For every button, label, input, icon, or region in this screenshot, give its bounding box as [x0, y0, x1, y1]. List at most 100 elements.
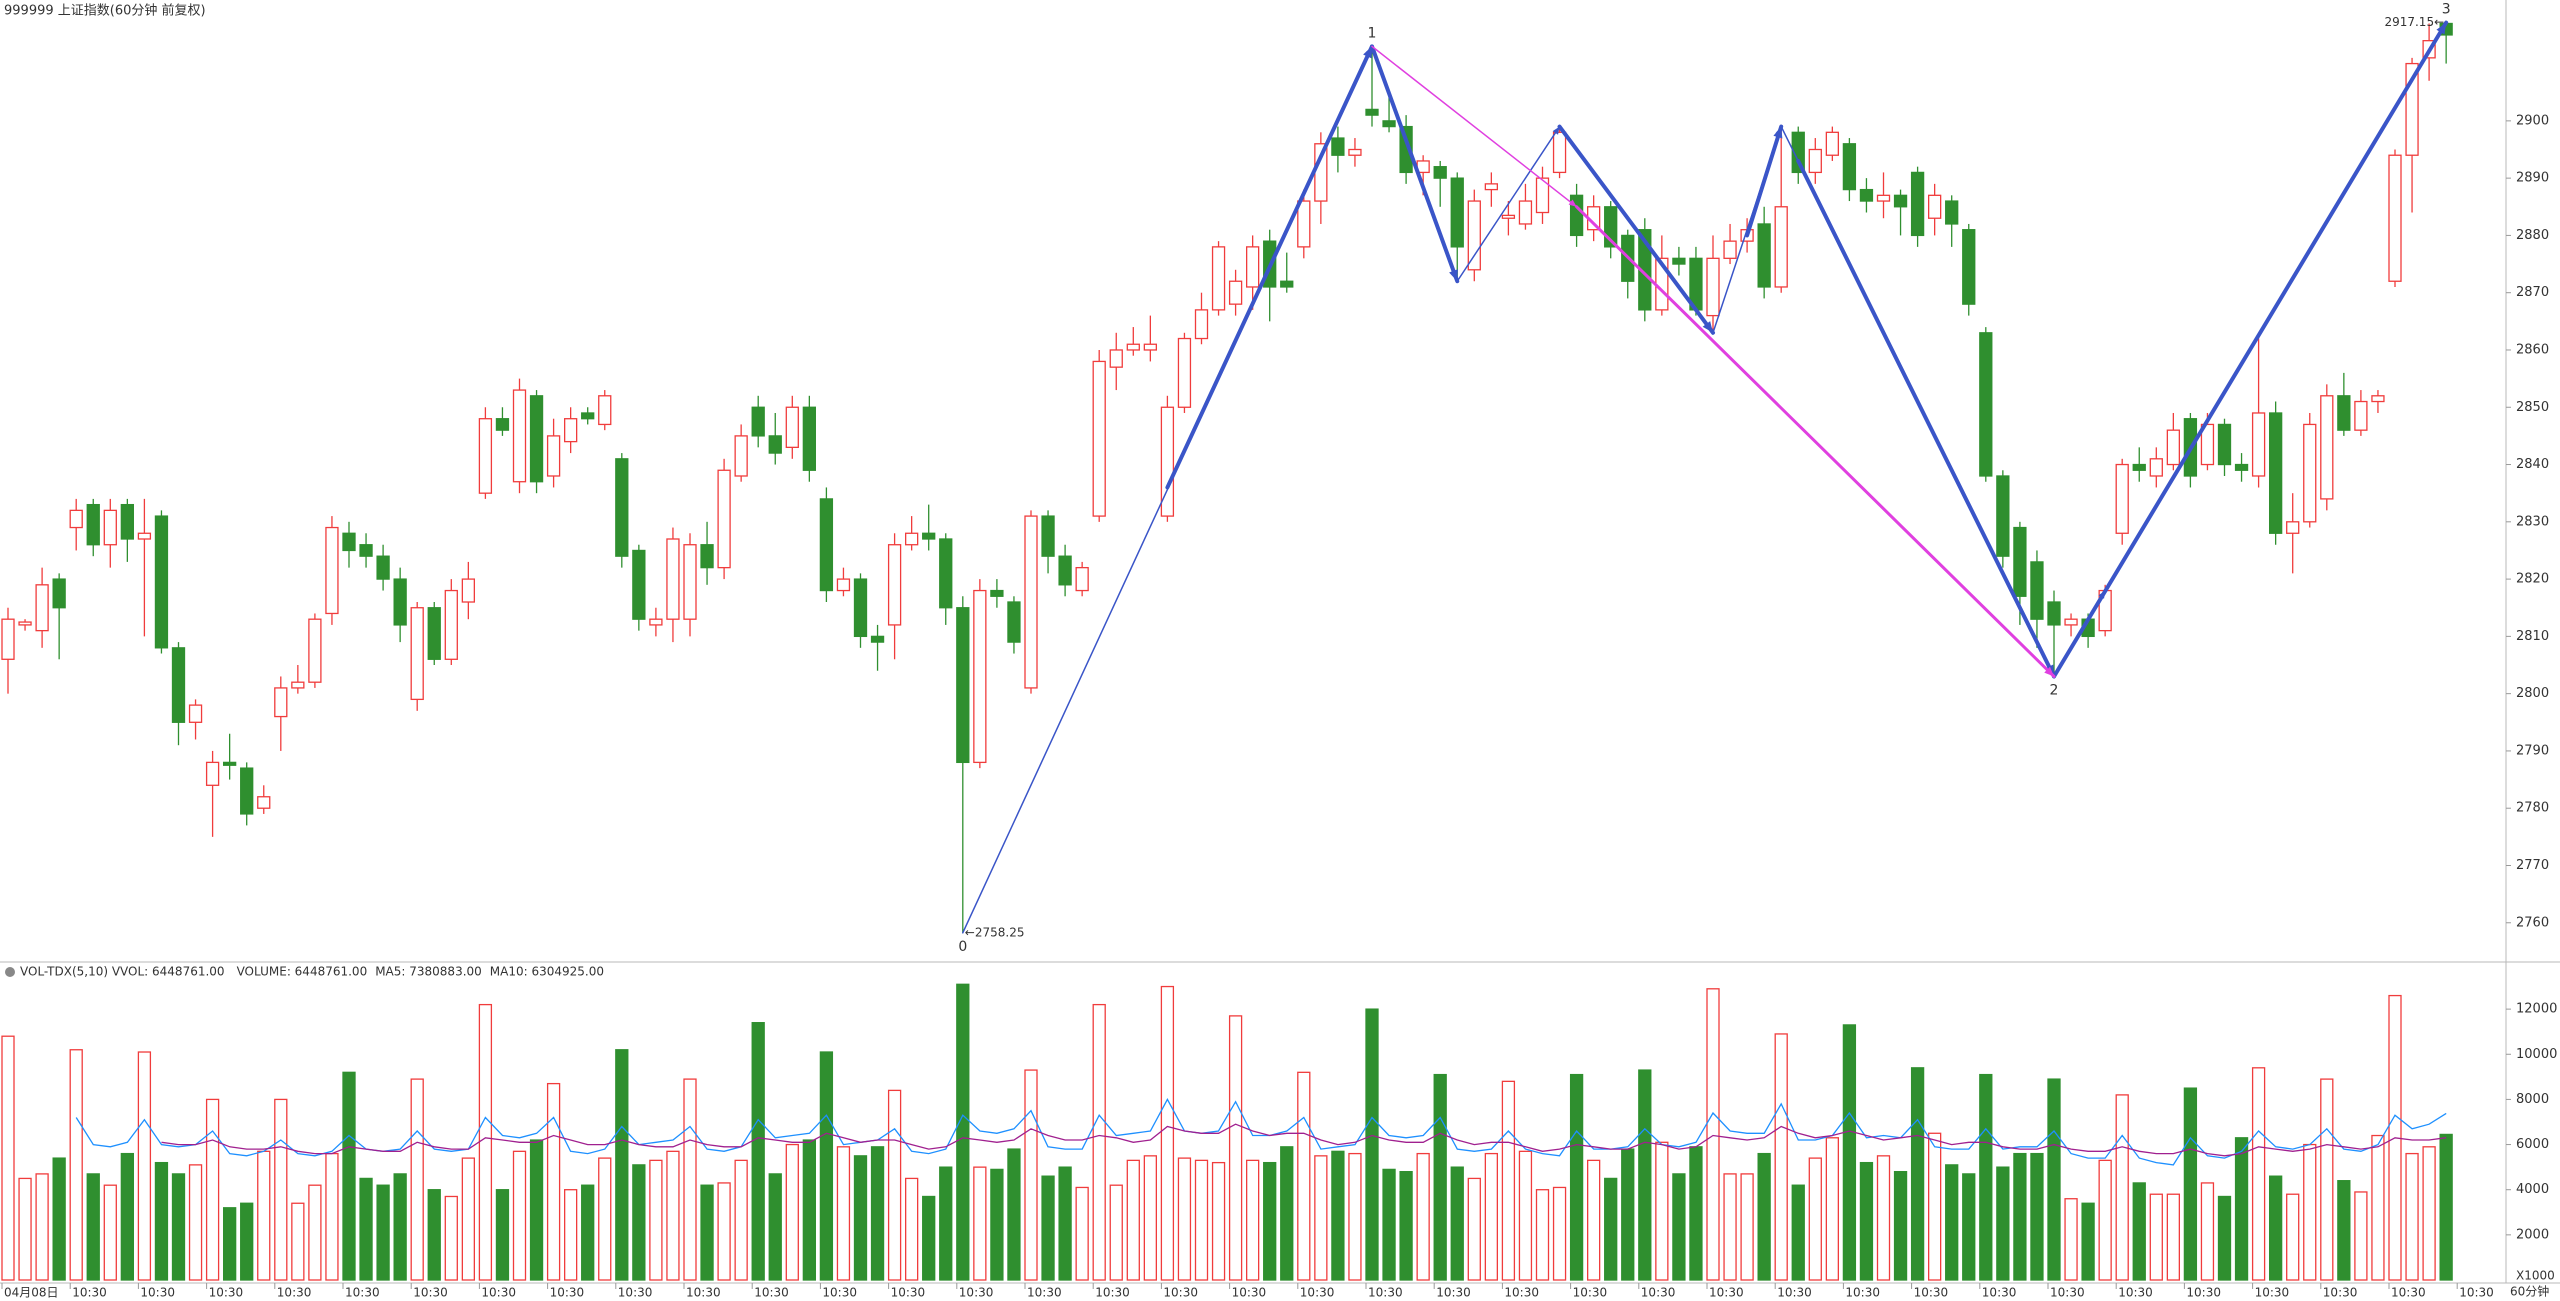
volume-bar: [1689, 1146, 1703, 1281]
legend-label: MA5: 7380883.00: [375, 965, 482, 979]
x-tick-label: 10:30: [1300, 1286, 1335, 1300]
volume-bar: [2320, 1078, 2334, 1281]
x-tick-label: 10:30: [1914, 1286, 1949, 1300]
volume-bar: [1092, 1003, 1106, 1281]
volume-bar: [1382, 1168, 1396, 1281]
candle-body: [1433, 166, 1447, 179]
volume-bar: [444, 1195, 458, 1281]
y-tick-label: 2780: [2516, 801, 2549, 816]
candle-body: [2251, 412, 2266, 477]
candle-body: [2234, 463, 2249, 471]
candle-body: [188, 704, 203, 723]
candle-body: [1348, 148, 1362, 156]
volume-bar: [1126, 1159, 1140, 1281]
candle-body: [683, 544, 697, 620]
candle-body: [1024, 515, 1038, 689]
volume-bar: [2422, 1146, 2436, 1281]
candle-body: [853, 578, 868, 638]
volume-bar: [1638, 1069, 1652, 1281]
candle-body: [205, 761, 220, 786]
volume-bar: [1109, 1184, 1123, 1281]
candle-body: [512, 389, 527, 483]
volume-bar: [1263, 1161, 1277, 1281]
x-tick-label: 10:30: [1163, 1286, 1198, 1300]
x-tick-label: 10:30: [891, 1286, 926, 1300]
y-tick-label: 2880: [2516, 228, 2549, 243]
candle-body: [1382, 120, 1396, 128]
ma-line: [161, 1123, 2447, 1157]
volume-bar: [666, 1150, 680, 1281]
volume-bar: [478, 1003, 493, 1281]
volume-bar: [785, 1143, 799, 1281]
volume-bar: [461, 1157, 476, 1281]
y-tick-label: 2830: [2516, 514, 2549, 529]
candle-body: [1092, 360, 1106, 517]
volume-bar: [154, 1161, 169, 1281]
candle-body: [2303, 423, 2317, 523]
volume-bar: [1774, 1033, 1788, 1281]
volume-bar: [1825, 1137, 1839, 1281]
volume-bar: [1996, 1166, 2010, 1281]
x-tick-label: 10:30: [1504, 1286, 1539, 1300]
volume-bar: [188, 1164, 203, 1281]
candle-body: [359, 544, 373, 557]
x-tick-label: 10:30: [2391, 1286, 2426, 1300]
candle-body: [18, 621, 32, 626]
volume-bar: [939, 1166, 953, 1281]
candle-body: [956, 607, 970, 764]
candle-body: [1501, 214, 1516, 219]
y-tick-label: 2870: [2516, 285, 2549, 300]
candle-body: [1893, 194, 1908, 208]
volume-bar: [427, 1189, 441, 1281]
candle-body: [1518, 200, 1533, 225]
y-tick-label: 2860: [2516, 342, 2549, 357]
volume-bar: [1808, 1157, 1822, 1281]
candle-body: [1280, 280, 1294, 288]
candle-body: [734, 435, 748, 477]
candle-body: [1962, 229, 1976, 305]
x-tick-label: 10:30: [550, 1286, 585, 1300]
candle-body: [2115, 463, 2129, 534]
candle-body: [257, 796, 271, 809]
wave-label: 2: [2050, 682, 2059, 698]
candle-body: [1177, 337, 1192, 408]
wave-arrowhead: [1773, 126, 1783, 139]
candle-body: [291, 681, 305, 689]
legend-label: VOLUME: 6448761.00: [237, 965, 368, 979]
y-tick-label: 2810: [2516, 629, 2549, 644]
legend-label: MA10: 6304925.00: [490, 965, 604, 979]
ma-line: [75, 1098, 2447, 1166]
candle-body: [240, 767, 254, 815]
candle-body: [1945, 200, 1959, 225]
candle-body: [1075, 566, 1089, 592]
volume-bar: [1518, 1150, 1533, 1281]
volume-bar: [2217, 1195, 2232, 1281]
volume-bar: [325, 1152, 339, 1281]
candle-body: [1126, 343, 1140, 351]
volume-bar: [1910, 1067, 1925, 1281]
volume-bar: [2030, 1152, 2044, 1281]
candle-body: [2132, 463, 2146, 471]
volume-bar: [308, 1184, 322, 1281]
volume-bar: [1058, 1166, 1072, 1281]
volume-bar: [171, 1173, 186, 1281]
wave-line: [1575, 205, 2056, 678]
candle-body: [870, 635, 885, 643]
candle-body: [598, 395, 612, 426]
volume-bar: [1859, 1161, 1874, 1281]
volume-bar: [2064, 1198, 2078, 1281]
x-tick-label: 10:30: [345, 1286, 380, 1300]
x-tick-label: 10:30: [481, 1286, 516, 1300]
wave-arrowhead: [1363, 46, 1372, 59]
candle-body: [922, 532, 936, 540]
wave-price-label: ←2758.25: [965, 925, 1025, 939]
wave-line: [1370, 44, 1460, 284]
volume-bar: [2337, 1180, 2351, 1281]
volume-bar: [1552, 1186, 1567, 1281]
wave-arrowhead: [1702, 321, 1713, 333]
candle-body: [2149, 458, 2163, 477]
volume-bar: [1757, 1152, 1771, 1281]
wave-line: [1745, 124, 1784, 238]
